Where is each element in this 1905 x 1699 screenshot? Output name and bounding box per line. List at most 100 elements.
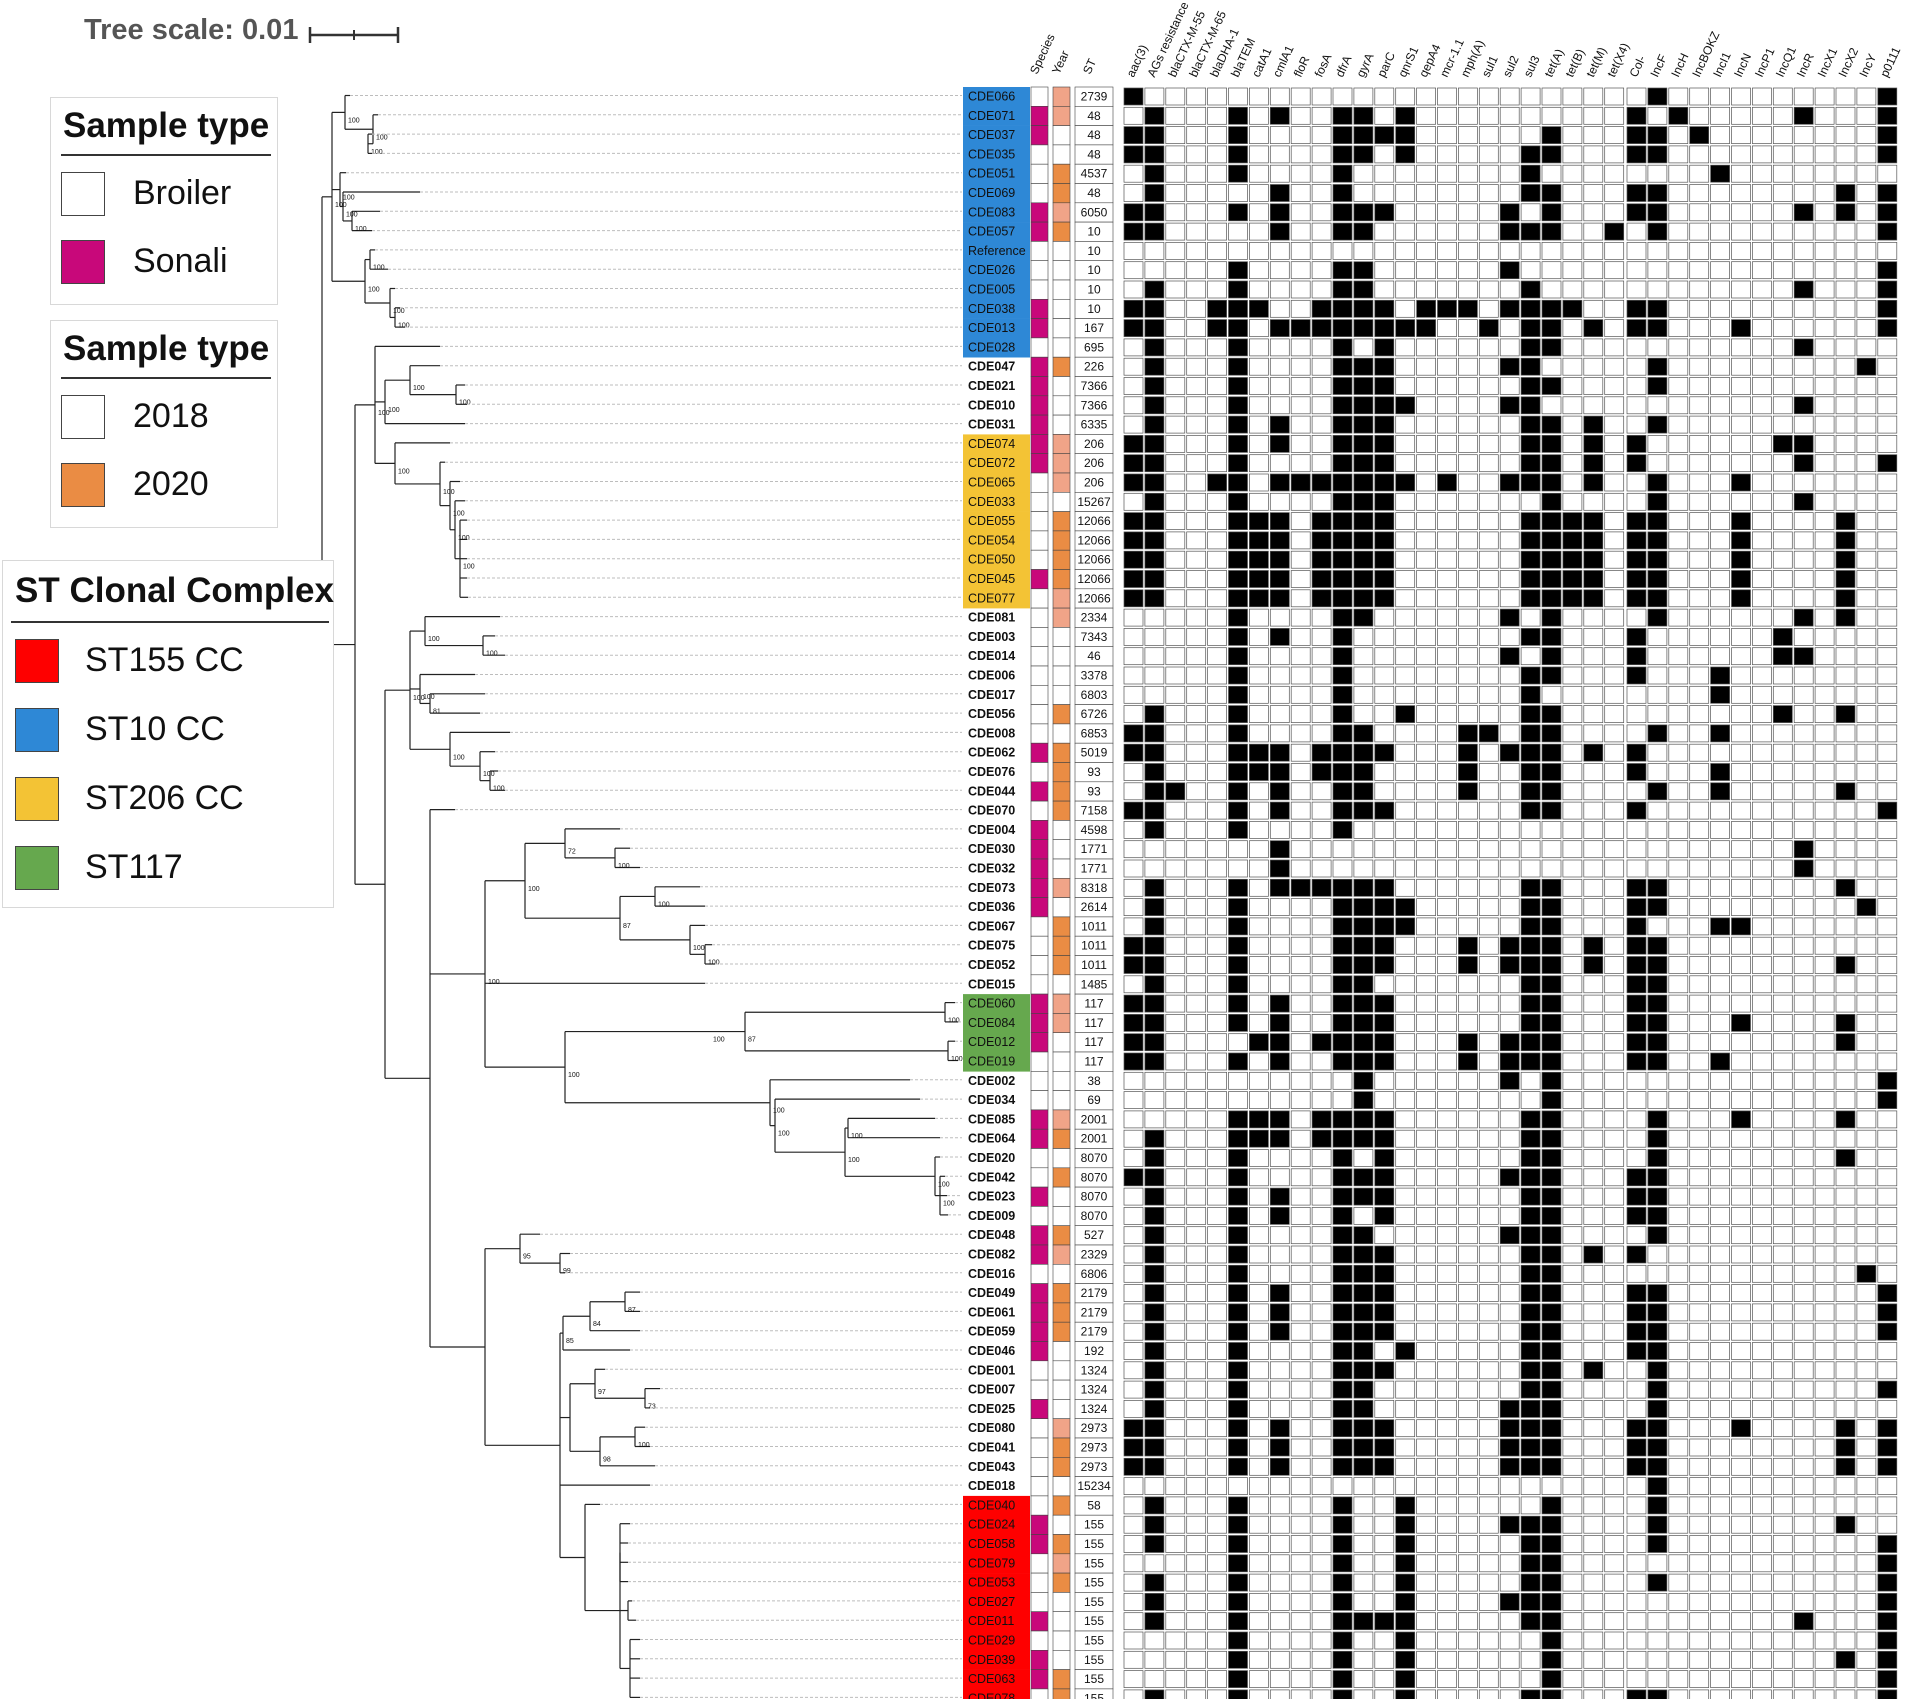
- gene-cell: [1290, 319, 1311, 337]
- clonal-complex-cell: [963, 1631, 1030, 1651]
- gene-cell: [1228, 1515, 1248, 1534]
- species-cell: [1030, 993, 1049, 1014]
- st-value: 1771: [1081, 842, 1108, 856]
- plasmid-cell: [1647, 705, 1668, 723]
- plasmid-cell: [1835, 550, 1856, 569]
- gene-cell: [1228, 1535, 1248, 1553]
- gene-cell: [1562, 184, 1583, 202]
- gene-cell: [1541, 743, 1562, 762]
- plasmid-cell: [1626, 357, 1647, 376]
- gene-cell: [1249, 685, 1269, 704]
- gene-cell: [1499, 801, 1520, 820]
- plasmid-cell: [1647, 1014, 1668, 1032]
- gene-cell: [1269, 917, 1290, 936]
- plasmid-cell: [1877, 1438, 1898, 1457]
- gene-cell: [1353, 917, 1374, 936]
- clonal-complex-cell: [963, 588, 1030, 609]
- gene-cell: [1499, 1168, 1520, 1187]
- plasmid-cell: [1626, 1438, 1647, 1457]
- gene-cell: [1478, 608, 1499, 627]
- gene-cell: [1123, 936, 1144, 955]
- gene-cell: [1290, 1091, 1311, 1109]
- plasmid-cell: [1626, 1149, 1647, 1167]
- gene-cell: [1269, 377, 1290, 395]
- gene-cell: [1583, 1245, 1604, 1264]
- gene-cell: [1186, 1593, 1207, 1611]
- gene-cell: [1395, 878, 1416, 897]
- plasmid-cell: [1668, 338, 1689, 357]
- st-value: 48: [1087, 186, 1101, 200]
- gene-cell: [1207, 126, 1227, 144]
- gene-cell: [1416, 1091, 1436, 1109]
- gene-cell: [1332, 164, 1353, 183]
- plasmid-cell: [1793, 1496, 1814, 1515]
- gene-cell: [1374, 1264, 1395, 1283]
- plasmid-cell: [1856, 859, 1877, 878]
- plasmid-cell: [1626, 782, 1647, 801]
- plasmid-cell: [1710, 415, 1730, 434]
- gene-cell: [1269, 1071, 1290, 1090]
- gene-cell: [1458, 377, 1478, 395]
- plasmid-cell: [1793, 203, 1814, 222]
- gene-cell: [1186, 821, 1207, 839]
- plasmid-cell: [1856, 319, 1877, 337]
- gene-cell: [1144, 1129, 1165, 1148]
- bootstrap-value: 100: [453, 511, 465, 518]
- year-cell: [1052, 1650, 1071, 1670]
- gene-cell: [1541, 126, 1562, 144]
- plasmid-cell: [1856, 1284, 1877, 1302]
- gene-cell: [1186, 531, 1207, 550]
- gene-cell: [1249, 550, 1269, 569]
- gene-cell: [1520, 1110, 1541, 1129]
- year-cell: [1052, 1283, 1071, 1304]
- gene-cell: [1395, 512, 1416, 530]
- clonal-complex-cell: [963, 1013, 1030, 1033]
- gene-cell: [1499, 1207, 1520, 1225]
- bootstrap-value: 72: [568, 848, 576, 855]
- gene-cell: [1437, 473, 1457, 492]
- plasmid-cell: [1814, 1361, 1835, 1380]
- plasmid-cell: [1731, 1477, 1751, 1495]
- plasmid-cell: [1877, 821, 1898, 839]
- plasmid-cell: [1877, 1631, 1898, 1650]
- plasmid-cell: [1793, 936, 1814, 955]
- plasmid-cell: [1835, 1670, 1856, 1688]
- gene-cell: [1562, 357, 1583, 376]
- year-cell: [1052, 723, 1071, 744]
- plasmid-cell: [1647, 377, 1668, 395]
- gene-cell: [1583, 685, 1604, 704]
- gene-cell: [1290, 801, 1311, 820]
- gene-cell: [1311, 164, 1332, 183]
- species-cell: [1030, 491, 1049, 512]
- gene-cell: [1269, 801, 1290, 820]
- plasmid-cell: [1626, 492, 1647, 511]
- gene-cell: [1437, 801, 1457, 820]
- gene-cell: [1374, 1284, 1395, 1302]
- gene-cell: [1290, 1631, 1311, 1650]
- st-value: 155: [1084, 1634, 1104, 1648]
- plasmid-cell: [1647, 724, 1668, 743]
- gene-cell: [1123, 1361, 1144, 1380]
- gene-cell: [1165, 782, 1186, 801]
- plasmid-cell: [1689, 1129, 1710, 1148]
- gene-cell: [1228, 589, 1248, 608]
- species-cell: [1030, 1283, 1049, 1304]
- gene-cell: [1437, 1168, 1457, 1187]
- plasmid-cell: [1793, 1071, 1814, 1090]
- plasmid-header: IncF: [1647, 52, 1670, 79]
- plasmid-cell: [1877, 1361, 1898, 1380]
- st-value: 10: [1087, 263, 1101, 277]
- isolate-label: CDE056: [968, 707, 1015, 721]
- gene-cell: [1583, 628, 1604, 646]
- isolate-label: CDE041: [968, 1441, 1015, 1455]
- gene-cell: [1437, 936, 1457, 955]
- plasmid-cell: [1647, 1689, 1668, 1699]
- gene-cell: [1290, 492, 1311, 511]
- gene-cell: [1520, 589, 1541, 608]
- gene-cell: [1332, 782, 1353, 801]
- plasmid-cell: [1626, 898, 1647, 916]
- gene-cell: [1541, 1689, 1562, 1699]
- plasmid-cell: [1793, 242, 1814, 260]
- gene-cell: [1499, 821, 1520, 839]
- gene-cell: [1395, 1245, 1416, 1264]
